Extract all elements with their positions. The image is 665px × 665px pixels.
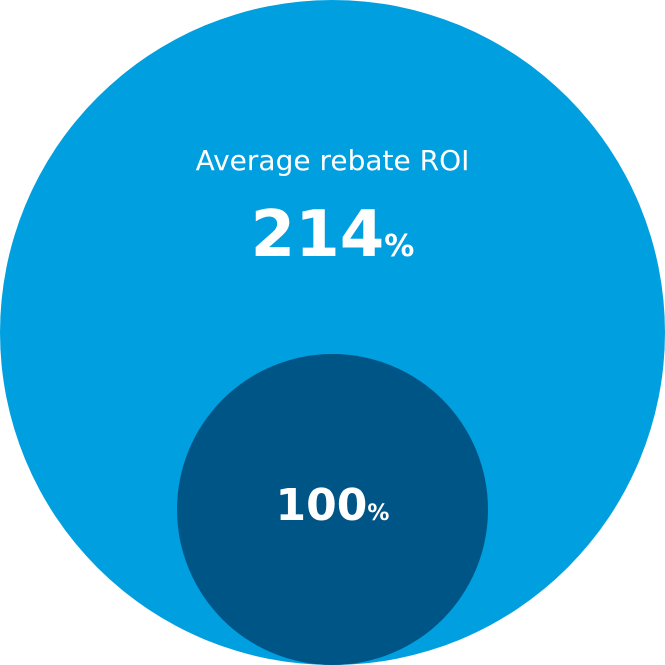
baseline-value: 100%	[0, 480, 665, 531]
roi-number: 214	[250, 198, 385, 272]
baseline-number: 100	[275, 480, 368, 531]
roi-title: Average rebate ROI	[195, 144, 470, 177]
roi-unit: %	[384, 229, 415, 264]
baseline-unit: %	[367, 501, 390, 526]
inner-circle-baseline	[177, 354, 488, 665]
roi-value: 214%	[0, 198, 665, 272]
